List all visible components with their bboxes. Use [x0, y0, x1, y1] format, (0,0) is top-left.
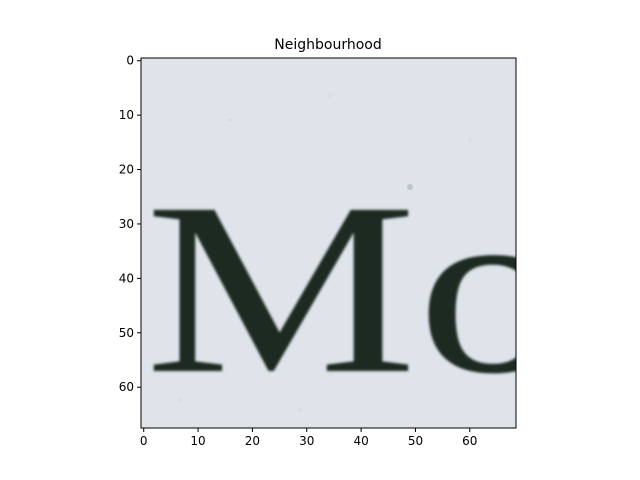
- x-tick-label: 10: [190, 434, 205, 448]
- plot-frame: [140, 57, 517, 429]
- y-tick-label: 40: [119, 271, 134, 285]
- y-tick-label: 50: [119, 326, 134, 340]
- x-tick-label: 20: [245, 434, 260, 448]
- x-tick-label: 50: [408, 434, 423, 448]
- y-axis: 0 10 20 30 40 50 60: [119, 54, 141, 394]
- x-tick-label: 30: [299, 434, 314, 448]
- y-tick-label: 30: [119, 217, 134, 231]
- x-tick-label: 40: [353, 434, 368, 448]
- paper-speckles: [177, 92, 472, 412]
- y-tick-label: 10: [119, 108, 134, 122]
- x-tick-label: 60: [462, 434, 477, 448]
- image-text-glyphs: Mo: [145, 153, 570, 425]
- x-axis: 0 10 20 30 40 50 60: [140, 428, 477, 448]
- y-tick-label: 20: [119, 163, 134, 177]
- image-plot-area: Mo: [141, 58, 570, 428]
- x-tick-label: 0: [140, 434, 148, 448]
- y-tick-label: 60: [119, 380, 134, 394]
- chart-title: Neighbourhood: [274, 37, 381, 53]
- paper-background: [141, 58, 516, 428]
- y-tick-label: 0: [126, 54, 134, 68]
